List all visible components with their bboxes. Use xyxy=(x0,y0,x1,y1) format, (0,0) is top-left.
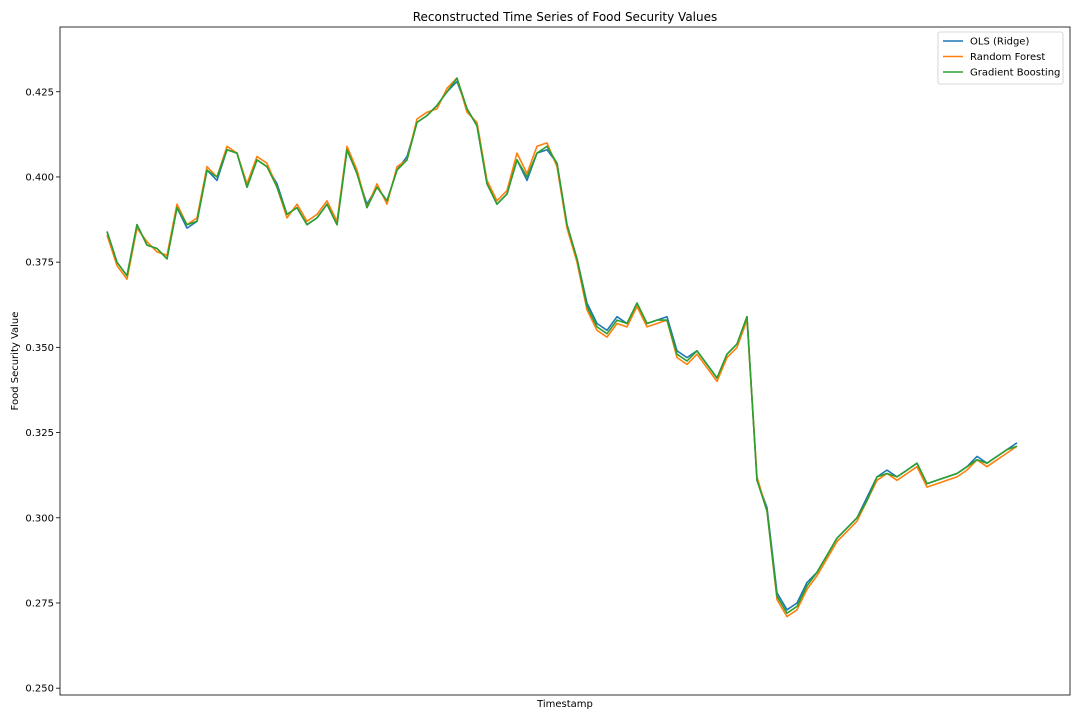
y-axis: 0.250 0.275 0.300 0.325 0.350 0.375 0.400 0.425 xyxy=(25,87,60,695)
chart-title: Reconstructed Time Series of Food Securi… xyxy=(413,10,718,24)
y-tick-label: 0.425 xyxy=(25,87,54,98)
legend-label: Random Forest xyxy=(970,52,1045,63)
series-line-gradient-boosting xyxy=(106,77,1018,615)
legend-box xyxy=(937,31,1064,85)
y-tick-label: 0.325 xyxy=(25,428,54,439)
x-axis-title: Timestamp xyxy=(536,699,593,710)
series-lines xyxy=(106,77,1018,618)
y-tick-label: 0.275 xyxy=(25,598,54,609)
legend: OLS (Ridge) Random Forest Gradient Boostin… xyxy=(937,31,1064,85)
y-tick-label: 0.350 xyxy=(25,343,54,354)
plot-area xyxy=(60,27,1070,695)
y-tick-label: 0.250 xyxy=(25,684,54,695)
y-axis-title: Food Security Value xyxy=(10,312,21,411)
plot-frame xyxy=(59,26,1071,696)
legend-label: Gradient Boosting xyxy=(970,68,1060,79)
legend-label: OLS (Ridge) xyxy=(970,37,1029,48)
y-tick-label: 0.400 xyxy=(25,172,54,183)
y-tick-label: 0.375 xyxy=(25,258,54,269)
y-tick-label: 0.300 xyxy=(25,513,54,524)
